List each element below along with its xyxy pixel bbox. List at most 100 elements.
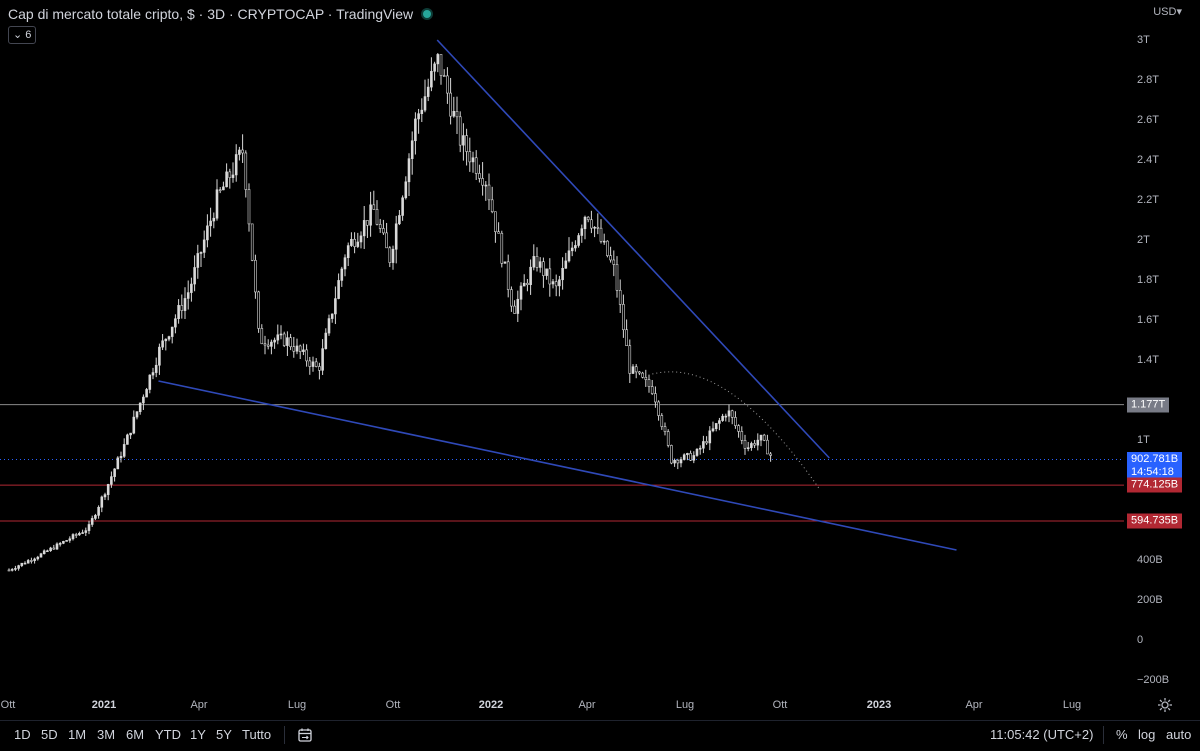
timeframe-6m[interactable]: 6M	[126, 727, 145, 742]
timeframe-5d[interactable]: 5D	[41, 727, 58, 742]
last-price-label: 902.781B 14:54:18	[1127, 452, 1183, 481]
candle	[167, 335, 171, 342]
candle	[356, 232, 360, 249]
timeframe-1m[interactable]: 1M	[68, 727, 87, 742]
candle-body	[574, 245, 577, 249]
candle-body	[538, 261, 542, 268]
candle	[561, 257, 564, 290]
candle-body	[689, 453, 692, 461]
timeframe-ytd[interactable]: YTD	[155, 727, 181, 742]
candle-body	[250, 223, 254, 261]
candle-body	[750, 443, 753, 448]
candle-body	[449, 92, 452, 117]
toolbar-divider	[284, 726, 285, 744]
candle-body	[314, 361, 318, 367]
candle	[737, 424, 740, 438]
candle-body	[90, 518, 94, 525]
candle-body	[577, 235, 580, 246]
candle	[260, 324, 264, 345]
currency-selector[interactable]: USD▾	[1153, 5, 1182, 18]
candle	[330, 313, 334, 323]
timeframe-1y[interactable]: 1Y	[190, 727, 206, 742]
candle-body	[174, 318, 177, 328]
candle	[14, 565, 17, 572]
candle-body	[241, 149, 244, 154]
candle	[468, 137, 472, 172]
candle	[20, 562, 24, 568]
candle	[548, 258, 552, 297]
candle	[250, 223, 254, 262]
candle	[436, 53, 440, 73]
candle-body	[612, 259, 616, 265]
market-status-icon	[423, 10, 432, 18]
candle-body	[78, 533, 81, 536]
timeframe-all[interactable]: Tutto	[242, 727, 272, 742]
candle-body	[753, 443, 756, 446]
percent-scale-toggle[interactable]: %	[1116, 727, 1128, 742]
candle-body	[500, 232, 504, 264]
candle	[42, 549, 46, 555]
candle	[743, 434, 747, 455]
candle	[65, 540, 68, 542]
candle-body	[58, 543, 62, 545]
candle-body	[369, 204, 372, 226]
timeframe-3m[interactable]: 3M	[97, 727, 116, 742]
dotted-arc[interactable]	[652, 371, 820, 489]
candle-body	[30, 560, 33, 562]
candle	[308, 356, 312, 375]
candle	[273, 337, 276, 349]
candle-body	[97, 506, 100, 516]
candle-body	[478, 173, 481, 179]
clock-timezone[interactable]: 11:05:42 (UTC+2)	[990, 727, 1094, 742]
calendar-range-icon[interactable]	[297, 727, 313, 743]
time-axis-tick: Lug	[1062, 699, 1082, 711]
candle-body	[308, 360, 312, 367]
candle	[580, 224, 584, 243]
candle	[212, 212, 216, 229]
candle-body	[375, 209, 379, 225]
candle-body	[647, 379, 651, 387]
candle	[401, 195, 404, 221]
candle	[97, 505, 100, 519]
candle-body	[151, 372, 155, 376]
candle	[321, 339, 324, 375]
candle	[542, 257, 545, 288]
candle	[500, 230, 504, 268]
candle	[234, 144, 238, 182]
candle	[49, 546, 52, 552]
candle	[196, 244, 200, 279]
candle	[718, 417, 721, 431]
candle	[478, 164, 481, 183]
candle	[634, 364, 638, 379]
candle	[522, 274, 526, 287]
candle	[52, 544, 56, 550]
candle-body	[660, 415, 664, 427]
candle-body	[385, 232, 388, 249]
price-chart[interactable]	[0, 0, 1200, 720]
indicators-collapse-button[interactable]: ⌄ 6	[8, 26, 37, 44]
candle-body	[494, 211, 497, 232]
price-axis-tick: 2.6T	[1137, 114, 1160, 126]
candle	[36, 555, 40, 561]
candle	[222, 181, 225, 191]
candle	[471, 151, 475, 173]
candle	[506, 254, 510, 298]
log-scale-toggle[interactable]: log	[1138, 727, 1156, 742]
candle-body	[164, 338, 168, 342]
candle	[647, 374, 651, 393]
candle-body	[266, 344, 270, 347]
auto-scale-toggle[interactable]: auto	[1166, 727, 1192, 742]
gear-icon[interactable]	[1157, 697, 1173, 713]
timeframe-1d[interactable]: 1D	[14, 727, 31, 742]
candle-body	[26, 560, 30, 564]
lower-trendline[interactable]	[158, 380, 957, 551]
upper-trendline[interactable]	[436, 39, 830, 459]
candle-body	[721, 415, 724, 421]
candle	[286, 331, 289, 356]
candle-body	[705, 441, 708, 444]
candle	[593, 226, 596, 238]
candle-body	[570, 247, 574, 252]
candle	[442, 69, 446, 77]
candle	[116, 456, 120, 470]
timeframe-5y[interactable]: 5Y	[216, 727, 232, 742]
